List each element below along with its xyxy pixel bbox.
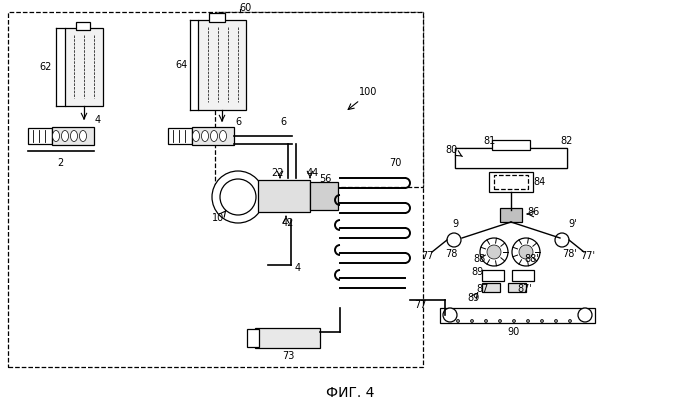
Bar (28, 128, 52, 144)
Bar (508, 283, 526, 292)
Circle shape (568, 319, 572, 322)
Text: 4: 4 (295, 263, 301, 273)
Circle shape (578, 308, 592, 322)
Text: 90: 90 (507, 327, 519, 337)
Text: 6: 6 (280, 117, 286, 127)
Ellipse shape (192, 131, 199, 142)
Bar (512, 270, 534, 281)
Bar (198, 20, 246, 110)
Text: 9: 9 (452, 219, 458, 229)
Circle shape (498, 319, 501, 322)
Ellipse shape (219, 131, 226, 142)
Text: 77: 77 (414, 300, 426, 310)
Text: 89: 89 (468, 293, 480, 303)
Circle shape (526, 319, 530, 322)
Text: 87': 87' (517, 284, 533, 294)
Text: 86: 86 (528, 207, 540, 217)
Circle shape (484, 319, 487, 322)
Bar (76, 22, 90, 30)
Bar (500, 208, 522, 222)
Circle shape (456, 319, 459, 322)
Text: 100: 100 (359, 87, 377, 97)
Text: 64: 64 (176, 60, 188, 70)
Text: 89: 89 (471, 267, 483, 277)
Text: 87: 87 (477, 284, 489, 294)
Circle shape (540, 319, 544, 322)
Bar (440, 308, 595, 323)
Text: 4: 4 (95, 115, 101, 125)
Circle shape (443, 308, 457, 322)
Text: 84: 84 (533, 177, 545, 187)
Circle shape (555, 233, 569, 247)
Text: 77': 77' (580, 251, 596, 261)
Circle shape (480, 238, 508, 266)
Bar (455, 148, 567, 168)
Bar (482, 270, 504, 281)
Ellipse shape (62, 131, 69, 142)
Circle shape (512, 319, 515, 322)
Bar (247, 329, 259, 347)
Circle shape (470, 319, 473, 322)
Circle shape (220, 179, 256, 215)
Ellipse shape (71, 131, 78, 142)
Text: 10: 10 (212, 213, 224, 223)
Bar (65, 28, 103, 106)
Circle shape (212, 171, 264, 223)
Text: 9': 9' (569, 219, 577, 229)
Ellipse shape (201, 131, 208, 142)
Text: 78: 78 (445, 249, 457, 259)
Bar (255, 328, 320, 348)
Text: 2: 2 (57, 158, 63, 168)
Text: 73: 73 (282, 351, 294, 361)
Text: 6: 6 (235, 117, 241, 127)
Text: 78': 78' (563, 249, 577, 259)
Text: 77: 77 (421, 251, 433, 261)
Bar (192, 127, 234, 145)
Circle shape (519, 245, 533, 259)
Bar (482, 283, 500, 292)
Text: 82: 82 (561, 136, 573, 146)
Bar (209, 13, 225, 22)
Circle shape (512, 238, 540, 266)
Ellipse shape (210, 131, 217, 142)
Text: 88: 88 (474, 254, 486, 264)
Bar (492, 140, 530, 150)
Text: 80: 80 (446, 145, 458, 155)
Bar (215, 12, 423, 187)
Ellipse shape (80, 131, 87, 142)
Text: 88': 88' (525, 254, 540, 264)
Bar (489, 172, 533, 192)
Bar (455, 148, 567, 168)
Circle shape (487, 245, 501, 259)
Text: 42: 42 (282, 218, 294, 228)
Bar (8, 12, 423, 367)
Bar (258, 180, 310, 212)
Bar (310, 182, 338, 210)
Circle shape (554, 319, 558, 322)
Text: 81: 81 (484, 136, 496, 146)
Bar (494, 175, 528, 189)
Text: ФИГ. 4: ФИГ. 4 (326, 386, 374, 400)
Circle shape (447, 233, 461, 247)
Bar (52, 127, 94, 145)
Text: 70: 70 (389, 158, 401, 168)
Ellipse shape (52, 131, 59, 142)
Text: 60: 60 (239, 3, 251, 13)
Text: 56: 56 (319, 174, 331, 184)
Bar (168, 128, 192, 144)
Text: 44: 44 (307, 168, 319, 178)
Text: 22: 22 (272, 168, 284, 178)
Text: 62: 62 (40, 62, 52, 72)
